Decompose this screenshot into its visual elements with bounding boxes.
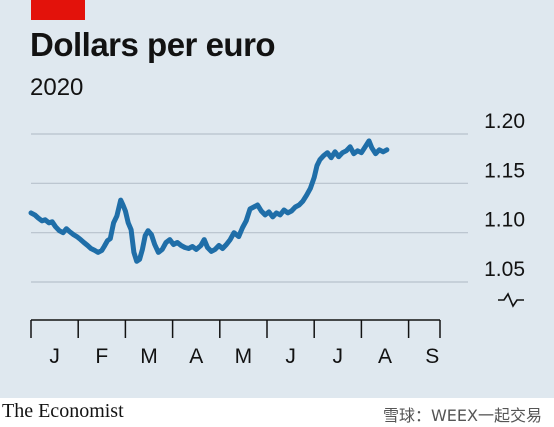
chart-panel bbox=[0, 0, 554, 398]
watermark-label: 雪球：WEEX一起交易 bbox=[382, 406, 542, 425]
y-tick-label: 1.05 bbox=[484, 258, 525, 281]
x-tick-label: J bbox=[285, 345, 296, 368]
series-line bbox=[28, 138, 390, 264]
x-tick-label: J bbox=[49, 345, 60, 368]
x-tick-label: F bbox=[95, 345, 108, 368]
x-tick-label: S bbox=[425, 345, 439, 368]
x-tick-label: M bbox=[140, 345, 158, 368]
source-label: The Economist bbox=[2, 400, 124, 422]
brand-red-tag bbox=[31, 0, 85, 20]
x-tick-label: J bbox=[333, 345, 344, 368]
x-tick-label: A bbox=[189, 345, 203, 368]
axis-break-icon bbox=[498, 292, 524, 308]
y-tick-label: 1.10 bbox=[484, 209, 525, 232]
y-tick-label: 1.20 bbox=[484, 110, 525, 133]
y-tick-label: 1.15 bbox=[484, 159, 525, 182]
x-tick-label: A bbox=[378, 345, 392, 368]
chart-subtitle: 2020 bbox=[30, 74, 84, 101]
line-chart: 1.05 1.10 1.15 1.20 J F M A M J J A S bbox=[28, 110, 525, 368]
chart-title: Dollars per euro bbox=[30, 26, 276, 63]
x-tick-label: M bbox=[235, 345, 253, 368]
